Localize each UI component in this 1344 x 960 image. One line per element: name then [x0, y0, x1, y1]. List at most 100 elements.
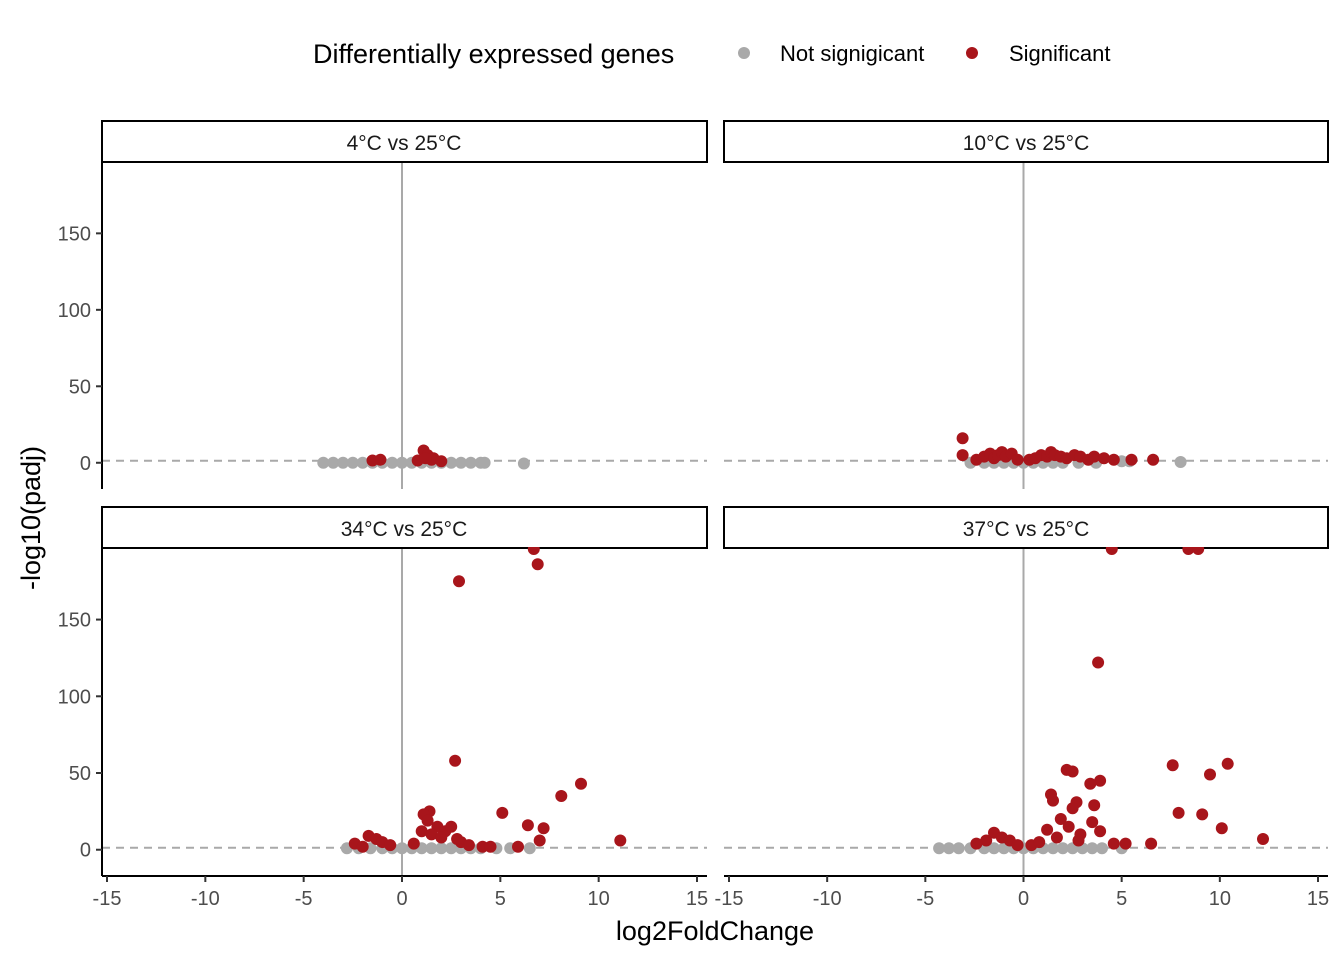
- point-34c-sig-3: [449, 754, 462, 767]
- point-34c-sig-13: [421, 814, 434, 827]
- y-tick-label-34c-150: 150: [58, 610, 91, 632]
- point-4c-ns-17: [478, 456, 491, 469]
- point-37c-ns-2: [952, 842, 965, 855]
- panel-10c: [724, 163, 1328, 489]
- point-4c-ns-8: [396, 456, 408, 469]
- point-37c-sig-12: [1047, 794, 1059, 807]
- point-10c-sig-26: [1147, 453, 1160, 466]
- point-34c-sig-21: [451, 833, 464, 845]
- point-37c-sig-18: [1215, 822, 1228, 835]
- point-34c-sig-9: [533, 834, 546, 847]
- point-37c-ns-0: [933, 842, 946, 855]
- y-tick-label-4c-0: 0: [80, 453, 91, 475]
- point-4c-ns-1: [327, 456, 340, 469]
- y-tick-label-34c-0: 0: [80, 840, 91, 862]
- point-37c-sig-17: [1172, 806, 1185, 819]
- point-10c-sig-22: [1088, 450, 1101, 463]
- point-37c-sig-28: [1107, 837, 1120, 850]
- point-34c-sig-24: [484, 840, 497, 853]
- point-37c-sig-15: [1066, 802, 1079, 815]
- point-37c-sig-10: [1084, 777, 1097, 790]
- point-4c-ns-3: [346, 456, 359, 469]
- point-37c-sig-4: [1221, 757, 1234, 770]
- point-37c-ns-15: [1086, 842, 1099, 855]
- point-37c-ns-12: [1056, 842, 1069, 855]
- y-tick-label-4c-150: 150: [58, 223, 91, 245]
- x-tick-label-37c-2: -5: [916, 888, 934, 910]
- point-34c-sig-19: [435, 831, 448, 844]
- point-37c-sig-22: [1062, 820, 1075, 833]
- x-tick-label-34c-0: -15: [93, 888, 122, 910]
- panel-34c: 0 50 100 150 -15 -10 -5 0 5 10 15: [58, 547, 708, 910]
- point-4c-ns-7: [386, 456, 399, 469]
- point-10c-sig-25: [1125, 453, 1138, 466]
- legend-label-significant: Significant: [1009, 41, 1111, 66]
- x-tick-label-34c-5: 10: [588, 888, 610, 910]
- strip-label-10c: 10°C vs 25°C: [963, 132, 1090, 155]
- x-tick-label-34c-4: 5: [495, 888, 506, 910]
- point-34c-sig-8: [521, 819, 534, 832]
- point-10c-sig-23: [1098, 452, 1110, 465]
- y-tick-label-4c-50: 50: [69, 376, 91, 398]
- point-37c-sig-1: [1182, 547, 1195, 555]
- point-4c-ns-4: [356, 456, 369, 469]
- point-37c-sig-24: [1086, 816, 1099, 829]
- point-4c-ns-2: [337, 456, 349, 469]
- point-34c-ns-8: [425, 842, 438, 855]
- strip-34c: [101, 506, 708, 549]
- strip-label-37c: 37°C vs 25°C: [963, 518, 1090, 541]
- point-34c-ns-5: [396, 842, 408, 855]
- point-34c-sig-25: [512, 840, 524, 853]
- point-10c-sig-1: [956, 449, 969, 462]
- points-10c: [956, 432, 1187, 469]
- point-4c-sig-8: [419, 452, 432, 465]
- x-tick-label-34c-3: 0: [396, 888, 407, 910]
- point-10c-sig-24: [1107, 453, 1120, 466]
- point-34c-sig-18: [425, 828, 438, 841]
- point-34c-sig-4: [575, 777, 587, 790]
- y-tick-label-4c-100: 100: [58, 300, 91, 322]
- strip-label-4c: 4°C vs 25°C: [347, 132, 462, 155]
- point-10c-ns-14: [1174, 456, 1187, 468]
- point-37c-sig-2: [1192, 547, 1205, 555]
- point-10c-sig-0: [956, 432, 969, 445]
- y-tick-label-34c-100: 100: [58, 686, 91, 708]
- point-37c-sig-8: [1066, 765, 1079, 778]
- point-4c-ns-0: [317, 456, 330, 469]
- x-tick-label-34c-2: -5: [295, 888, 313, 910]
- point-37c-ns-5: [988, 842, 1000, 855]
- panel-4c: 0 50 100 150: [58, 163, 707, 489]
- point-37c-sig-25: [1094, 825, 1107, 838]
- point-37c-sig-33: [980, 834, 993, 847]
- x-tick-label-37c-4: 5: [1116, 888, 1127, 910]
- point-37c-ns-16: [1096, 842, 1108, 855]
- point-37c-sig-29: [1119, 837, 1132, 850]
- x-tick-label-37c-5: 10: [1209, 888, 1231, 910]
- point-37c-sig-0: [1105, 547, 1118, 555]
- point-37c-sig-38: [1033, 836, 1046, 849]
- point-37c-sig-20: [1041, 823, 1054, 836]
- point-34c-ns-9: [435, 842, 448, 855]
- point-34c-sig-10: [614, 834, 627, 847]
- legend-title: Differentially expressed genes: [313, 39, 674, 69]
- points-37c: [933, 547, 1269, 855]
- x-axis-title: log2FoldChange: [616, 916, 814, 946]
- x-tick-label-37c-0: -15: [715, 888, 744, 910]
- point-37c-sig-26: [1050, 831, 1063, 844]
- point-37c-sig-9: [1094, 774, 1107, 787]
- point-34c-sig-6: [496, 806, 509, 819]
- strip-label-34c: 34°C vs 25°C: [341, 518, 468, 541]
- point-37c-sig-5: [1166, 759, 1179, 772]
- legend: Differentially expressed genes Not signi…: [313, 39, 1111, 69]
- x-tick-label-37c-1: -10: [813, 888, 842, 910]
- legend-label-not-significant: Not signigicant: [780, 41, 924, 66]
- strip-4c: [101, 120, 708, 163]
- point-34c-sig-0: [527, 547, 540, 555]
- point-4c-ns-15: [464, 456, 477, 469]
- point-37c-sig-36: [1011, 839, 1024, 852]
- point-37c-sig-21: [1054, 813, 1067, 825]
- panel-37c: -15 -10 -5 0 5 10 15: [715, 547, 1329, 910]
- point-34c-sig-1: [531, 558, 544, 571]
- point-34c-sig-7: [537, 822, 550, 835]
